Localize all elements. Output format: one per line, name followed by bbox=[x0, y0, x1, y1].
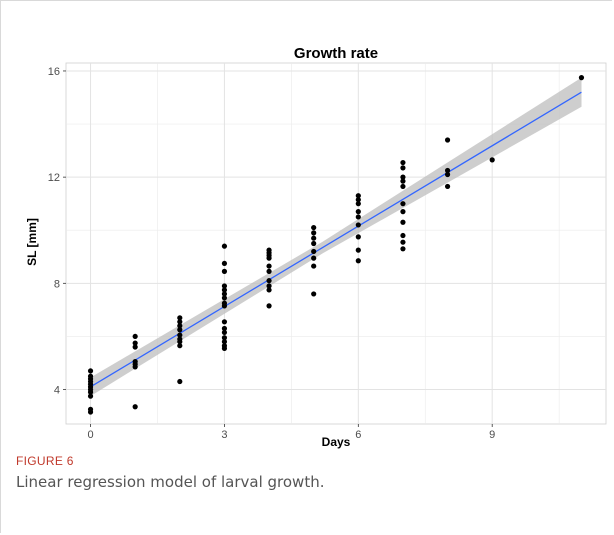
grid-lines bbox=[66, 63, 606, 424]
x-tick-label: 0 bbox=[87, 429, 93, 441]
y-tick-label: 4 bbox=[54, 384, 60, 396]
figure-caption: FIGURE 6 Linear regression model of larv… bbox=[16, 454, 324, 491]
data-point bbox=[355, 201, 361, 207]
data-point bbox=[221, 260, 228, 267]
data-point bbox=[311, 230, 317, 236]
data-point bbox=[355, 197, 361, 203]
data-point bbox=[132, 344, 138, 350]
figure-caption-text: Linear regression model of larval growth… bbox=[16, 473, 325, 491]
data-point bbox=[400, 174, 406, 180]
data-point bbox=[266, 255, 272, 261]
data-point bbox=[400, 178, 406, 184]
data-point bbox=[221, 325, 228, 332]
data-point bbox=[400, 159, 406, 166]
data-point bbox=[221, 339, 228, 345]
data-point bbox=[132, 364, 138, 370]
data-point bbox=[221, 303, 228, 309]
data-point bbox=[221, 295, 228, 301]
y-tick-label: 16 bbox=[48, 66, 60, 78]
data-point bbox=[177, 378, 183, 385]
data-point bbox=[266, 303, 272, 309]
data-point bbox=[221, 283, 228, 289]
data-point bbox=[355, 247, 361, 253]
data-point bbox=[444, 137, 451, 143]
data-point bbox=[266, 283, 272, 289]
data-point bbox=[177, 323, 183, 329]
figure-label: FIGURE 6 bbox=[16, 454, 74, 468]
y-axis-label: SL [mm] bbox=[25, 218, 39, 266]
data-point bbox=[355, 222, 361, 228]
x-axis-label: Days bbox=[322, 435, 351, 449]
x-tick-label: 6 bbox=[355, 429, 361, 441]
data-point bbox=[177, 332, 183, 338]
data-point bbox=[87, 409, 94, 415]
data-point bbox=[221, 319, 228, 325]
data-point bbox=[311, 263, 317, 269]
data-point bbox=[221, 287, 228, 293]
x-tick-label: 3 bbox=[221, 429, 227, 441]
data-point bbox=[132, 333, 138, 340]
data-point bbox=[87, 368, 94, 374]
data-point bbox=[355, 193, 361, 199]
data-point bbox=[177, 315, 183, 321]
data-point bbox=[355, 209, 361, 215]
regression-line bbox=[90, 91, 582, 388]
data-points bbox=[87, 74, 585, 415]
data-point bbox=[355, 234, 361, 240]
data-point bbox=[266, 263, 272, 269]
chart-title: Growth rate bbox=[294, 45, 378, 62]
regression-line-layer bbox=[90, 91, 582, 388]
confidence-band-layer bbox=[90, 77, 582, 397]
confidence-band bbox=[90, 77, 582, 397]
data-point bbox=[87, 393, 94, 399]
data-point bbox=[489, 157, 495, 163]
data-point bbox=[444, 171, 451, 178]
data-point bbox=[578, 74, 585, 81]
chart: 0 3 6 9 4 8 12 16 Growth rate Days SL [mm] bbox=[25, 45, 607, 449]
data-point bbox=[311, 255, 317, 261]
data-point bbox=[444, 167, 451, 174]
x-axis-ticks: 0 3 6 9 bbox=[87, 424, 495, 441]
x-tick-label: 9 bbox=[489, 429, 495, 441]
data-point bbox=[221, 291, 228, 297]
data-point bbox=[266, 278, 272, 284]
data-point bbox=[221, 335, 228, 341]
data-point bbox=[400, 239, 406, 245]
data-point bbox=[400, 201, 406, 207]
data-point bbox=[132, 340, 138, 346]
data-point bbox=[311, 224, 317, 231]
data-point bbox=[400, 183, 406, 190]
data-point bbox=[221, 243, 228, 249]
data-point bbox=[221, 345, 228, 351]
data-point bbox=[311, 235, 317, 241]
data-point bbox=[311, 248, 317, 255]
data-point bbox=[132, 404, 138, 410]
data-point bbox=[221, 268, 228, 274]
data-point bbox=[400, 232, 406, 239]
data-point bbox=[355, 214, 361, 220]
data-point bbox=[311, 291, 317, 297]
data-point bbox=[311, 240, 317, 247]
data-point bbox=[400, 165, 406, 171]
data-point bbox=[177, 343, 183, 349]
data-point bbox=[266, 287, 272, 293]
data-point bbox=[177, 319, 183, 325]
data-point bbox=[444, 183, 451, 190]
data-point bbox=[400, 209, 406, 215]
y-tick-label: 8 bbox=[54, 278, 60, 290]
data-point bbox=[177, 339, 183, 345]
data-point bbox=[400, 219, 406, 225]
y-tick-label: 12 bbox=[48, 172, 60, 184]
data-point bbox=[221, 329, 228, 336]
data-point bbox=[177, 327, 183, 333]
data-point bbox=[266, 268, 272, 274]
data-point bbox=[355, 258, 361, 264]
y-axis-ticks: 4 8 12 16 bbox=[48, 66, 66, 396]
data-point bbox=[400, 246, 406, 252]
data-point bbox=[87, 389, 94, 395]
